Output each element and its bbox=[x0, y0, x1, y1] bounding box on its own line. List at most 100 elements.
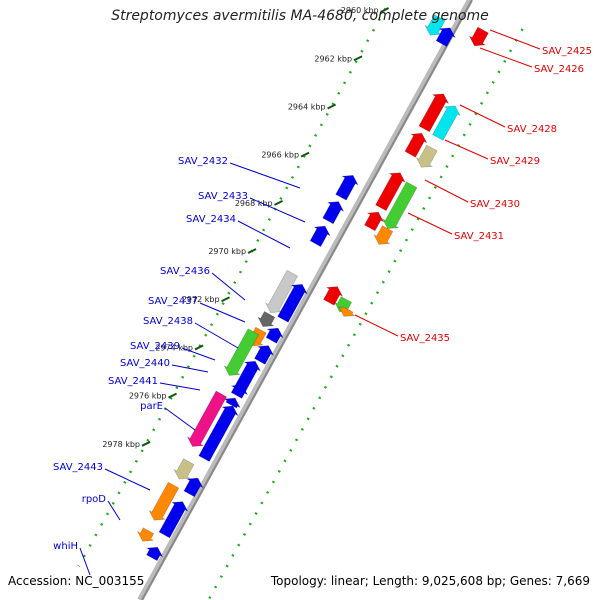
tick-mark bbox=[194, 344, 204, 351]
tick-mark bbox=[247, 248, 257, 254]
tick-mark bbox=[353, 55, 363, 62]
gene-feature bbox=[277, 284, 308, 323]
gene-feature bbox=[375, 172, 406, 212]
tick-label: 2974 kbp bbox=[155, 343, 193, 352]
accession-text: Accession: NC_003155 bbox=[8, 574, 145, 588]
left-gene-label: SAV_2433 bbox=[198, 191, 248, 202]
right-gene-label: SAV_2426 bbox=[534, 64, 584, 75]
right-label-leader bbox=[459, 104, 506, 128]
tick-label: 2968 kbp bbox=[235, 199, 273, 208]
gene-feature bbox=[136, 527, 155, 542]
left-gene-label: SAV_2443 bbox=[53, 462, 103, 473]
tick-label: 2978 kbp bbox=[102, 440, 140, 449]
right-gene-label: SAV_2425 bbox=[542, 46, 592, 57]
gene-feature bbox=[323, 286, 344, 306]
summary-text: Topology: linear; Length: 9,025,608 bp; … bbox=[270, 574, 590, 588]
left-gene-label: SAV_2436 bbox=[160, 266, 210, 277]
feature-layer bbox=[136, 14, 489, 562]
left-label-leader bbox=[181, 347, 216, 361]
gene-feature bbox=[145, 546, 164, 562]
gene-feature bbox=[418, 93, 450, 133]
gene-feature bbox=[230, 384, 249, 399]
tick-label: 2976 kbp bbox=[129, 392, 167, 401]
right-label-leader bbox=[444, 139, 489, 160]
left-gene-label: SAV_2438 bbox=[143, 316, 193, 327]
gene-feature bbox=[223, 328, 260, 376]
gene-feature bbox=[424, 14, 446, 36]
gene-feature bbox=[404, 132, 428, 158]
gene-feature bbox=[264, 269, 299, 313]
left-label-leader bbox=[79, 547, 91, 576]
right-gene-label: SAV_2431 bbox=[454, 231, 504, 242]
gene-feature bbox=[265, 327, 284, 344]
gene-feature bbox=[432, 105, 461, 141]
left-gene-label: SAV_2439 bbox=[130, 341, 180, 352]
gene-feature bbox=[198, 405, 239, 462]
tick-label: 2966 kbp bbox=[261, 151, 299, 160]
gene-feature bbox=[322, 201, 345, 225]
gene-feature bbox=[373, 225, 394, 245]
gene-feature bbox=[234, 360, 262, 393]
right-gene-label: SAV_2429 bbox=[490, 156, 540, 167]
gene-feature bbox=[335, 175, 359, 201]
tick-label: 2960 kbp bbox=[341, 6, 379, 15]
left-label-leader bbox=[229, 162, 301, 189]
left-gene-label: SAV_2437 bbox=[148, 296, 198, 307]
right-label-leader bbox=[407, 212, 453, 235]
right-dotted-axis bbox=[207, 28, 524, 600]
label-layer: SAV_2432 SAV_2433 SAV_2434 SAV_2436 SAV_2437… bbox=[53, 29, 592, 576]
gene-feature bbox=[338, 306, 356, 317]
left-gene-label: rpoD bbox=[82, 494, 107, 505]
gene-feature bbox=[257, 311, 276, 327]
left-label-leader bbox=[211, 272, 246, 301]
left-label-leader bbox=[249, 197, 306, 223]
genome-backbone bbox=[137, 0, 473, 600]
gene-feature bbox=[381, 181, 418, 229]
genome-backbone-edge bbox=[141, 0, 473, 600]
gene-feature bbox=[148, 481, 180, 521]
right-label-leader bbox=[479, 47, 533, 68]
left-gene-label: SAV_2434 bbox=[186, 214, 236, 225]
gene-feature bbox=[415, 144, 438, 168]
left-label-leader bbox=[171, 364, 209, 373]
right-label-leader bbox=[354, 314, 399, 337]
axis-layer: 2960 kbp 2962 kbp 2964 kbp 2966 kbp 2968 kbp… bbox=[77, 0, 524, 600]
left-label-leader bbox=[107, 500, 121, 521]
gene-feature bbox=[183, 477, 204, 498]
left-label-leader bbox=[164, 407, 196, 431]
gene-feature bbox=[435, 27, 456, 47]
tick-mark bbox=[168, 392, 177, 399]
left-label-leader bbox=[199, 302, 246, 323]
tick-mark bbox=[300, 151, 310, 158]
left-gene-label: SAV_2440 bbox=[120, 358, 170, 369]
right-gene-label: SAV_2428 bbox=[507, 124, 557, 135]
left-gene-label: SAV_2432 bbox=[178, 156, 228, 167]
right-label-leader bbox=[489, 29, 541, 50]
left-dotted-axis bbox=[77, 0, 392, 567]
left-label-leader bbox=[104, 468, 151, 491]
gene-feature bbox=[468, 26, 489, 47]
left-gene-label: whiH bbox=[53, 541, 78, 552]
gene-feature bbox=[186, 390, 228, 447]
right-label-leader bbox=[424, 179, 469, 203]
tick-label: 2962 kbp bbox=[314, 54, 352, 63]
left-gene-label: SAV_2441 bbox=[108, 376, 158, 387]
left-label-leader bbox=[159, 382, 201, 391]
tick-mark bbox=[327, 103, 337, 110]
left-label-leader bbox=[237, 220, 291, 249]
gene-feature bbox=[173, 458, 195, 480]
tick-mark bbox=[274, 199, 283, 206]
right-gene-label: SAV_2435 bbox=[400, 333, 450, 344]
left-label-leader bbox=[194, 322, 239, 349]
tick-label: 2964 kbp bbox=[288, 102, 326, 111]
tick-label: 2970 kbp bbox=[208, 247, 246, 256]
tick-mark bbox=[141, 440, 151, 447]
gene-feature bbox=[364, 211, 385, 232]
tick-label: 2972 kbp bbox=[182, 295, 220, 304]
gene-feature bbox=[223, 397, 241, 409]
left-gene-label: parE bbox=[140, 401, 163, 412]
tick-mark bbox=[221, 296, 230, 303]
right-gene-label: SAV_2430 bbox=[470, 199, 520, 210]
tick-mark bbox=[380, 7, 390, 13]
